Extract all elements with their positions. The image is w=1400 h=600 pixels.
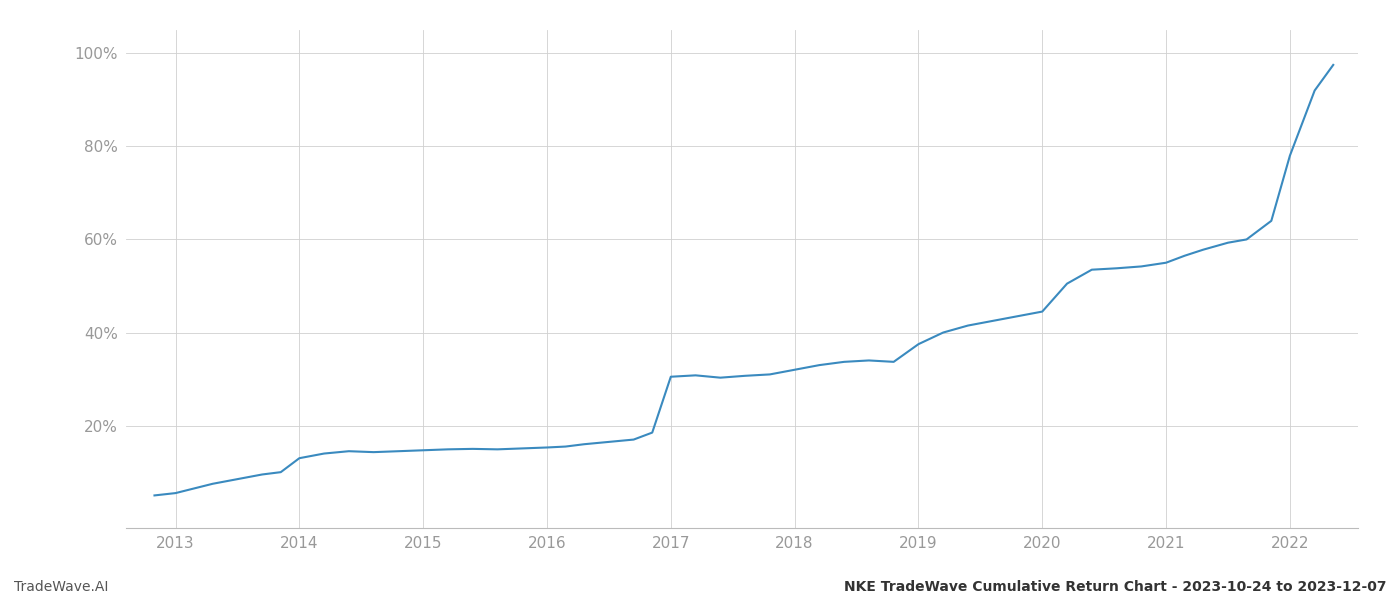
Text: NKE TradeWave Cumulative Return Chart - 2023-10-24 to 2023-12-07: NKE TradeWave Cumulative Return Chart - … (843, 580, 1386, 594)
Text: TradeWave.AI: TradeWave.AI (14, 580, 108, 594)
